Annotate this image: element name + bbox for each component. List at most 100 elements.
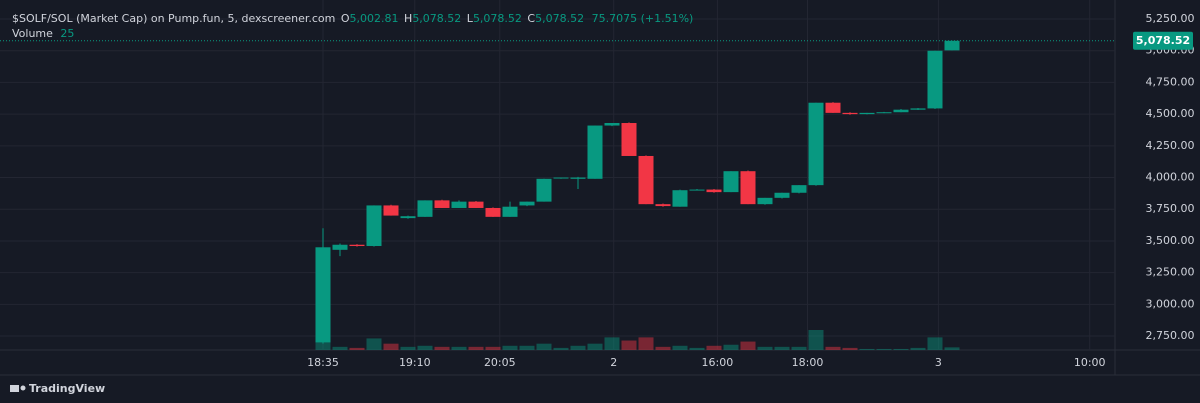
candle-body: [604, 123, 620, 126]
volume-legend: Volume 25: [12, 27, 74, 40]
candle-body: [587, 125, 603, 179]
logo-shape: [20, 385, 26, 391]
candle-body: [434, 200, 450, 208]
candle-body: [553, 177, 569, 179]
volume-bar: [536, 343, 552, 350]
h-value: 5,078.52: [412, 12, 461, 25]
y-tick-label: 4,500.00: [1146, 107, 1195, 120]
y-tick-label: 4,750.00: [1146, 75, 1195, 88]
y-tick-label: 2,750.00: [1146, 329, 1195, 342]
candle-body: [315, 247, 331, 343]
y-tick-label: 3,000.00: [1146, 297, 1195, 310]
candle-body: [332, 244, 348, 250]
candle-body: [502, 206, 518, 217]
volume-bar: [621, 340, 637, 350]
candle-body: [774, 192, 790, 198]
x-tick-label: 19:10: [399, 356, 431, 369]
volume-bar: [808, 330, 824, 350]
candle-body: [689, 189, 705, 191]
logo-shape: [10, 385, 19, 392]
volume-bar: [825, 346, 841, 350]
y-tick-label: 4,250.00: [1146, 139, 1195, 152]
candle-body: [910, 108, 926, 110]
x-tick-label: 18:35: [307, 356, 339, 369]
brand: TradingView: [29, 382, 105, 395]
volume-bar: [944, 347, 960, 350]
candle-body: [638, 155, 654, 205]
candle-body: [417, 200, 433, 217]
l-value: 5,078.52: [473, 12, 522, 25]
volume-bar: [706, 345, 722, 350]
candle-body: [927, 50, 943, 109]
volume-bar: [757, 346, 773, 350]
volume-bar: [655, 346, 671, 350]
candle-body: [468, 201, 484, 208]
candle-body: [808, 102, 824, 186]
candle-body: [400, 216, 416, 219]
volume-bar: [774, 346, 790, 350]
volume-bar: [893, 348, 909, 350]
volume-bar: [417, 345, 433, 350]
candle-body: [893, 109, 909, 113]
x-tick-label: 18:00: [792, 356, 824, 369]
candle-body: [723, 171, 739, 193]
volume-bar: [570, 345, 586, 350]
volume-label: Volume: [12, 27, 53, 40]
volume-bar: [604, 337, 620, 350]
h-label: H: [404, 12, 412, 25]
candle-body: [519, 201, 535, 206]
candle-body: [791, 185, 807, 193]
y-tick-label: 3,250.00: [1146, 266, 1195, 279]
candle-body: [383, 205, 399, 216]
volume-bar: [349, 347, 365, 350]
x-tick-label: 3: [935, 356, 942, 369]
candle-body: [944, 40, 960, 51]
candle-body: [757, 197, 773, 205]
volume-bar: [332, 346, 348, 350]
change: 75.7075 (+1.51%): [592, 12, 694, 25]
candle-body: [672, 190, 688, 207]
volume-bar: [927, 337, 943, 350]
volume-bar: [689, 347, 705, 350]
plot: [315, 40, 960, 350]
candle-body: [655, 204, 671, 207]
volume-bar: [383, 343, 399, 350]
volume-bar: [400, 346, 416, 350]
l-label: L: [467, 12, 474, 25]
candle-body: [621, 123, 637, 156]
volume-bar: [910, 347, 926, 350]
volume-value: 25: [60, 27, 74, 40]
y-tick-label: 3,500.00: [1146, 234, 1195, 247]
candle-body: [859, 112, 875, 115]
candle-body: [740, 171, 756, 205]
candle-body: [825, 102, 841, 113]
candle-body: [451, 201, 467, 208]
c-value: 5,078.52: [535, 12, 584, 25]
candle-body: [876, 112, 892, 114]
volume-bar: [434, 346, 450, 350]
y-tick-label: 4,000.00: [1146, 171, 1195, 184]
o-value: 5,002.81: [350, 12, 399, 25]
volume-bar: [468, 346, 484, 350]
volume-bar: [502, 345, 518, 350]
x-tick-label: 20:05: [484, 356, 516, 369]
volume-bar: [859, 348, 875, 350]
y-tick-label: 5,250.00: [1146, 12, 1195, 25]
candle-body: [706, 189, 722, 193]
volume-bar: [791, 346, 807, 350]
volume-bar: [740, 341, 756, 350]
volume-bar: [672, 345, 688, 350]
o-label: O: [341, 12, 350, 25]
candle-body: [842, 112, 858, 115]
volume-bar: [485, 346, 501, 350]
candle-body: [485, 207, 501, 217]
candle-body: [570, 177, 586, 179]
last-price-box: [1133, 31, 1193, 50]
candle-body: [366, 205, 382, 247]
volume-bar: [876, 348, 892, 350]
volume-bar: [451, 346, 467, 350]
last-price-label: 5,078.52: [1136, 34, 1190, 47]
volume-bar: [638, 337, 654, 350]
y-tick-label: 3,750.00: [1146, 202, 1195, 215]
